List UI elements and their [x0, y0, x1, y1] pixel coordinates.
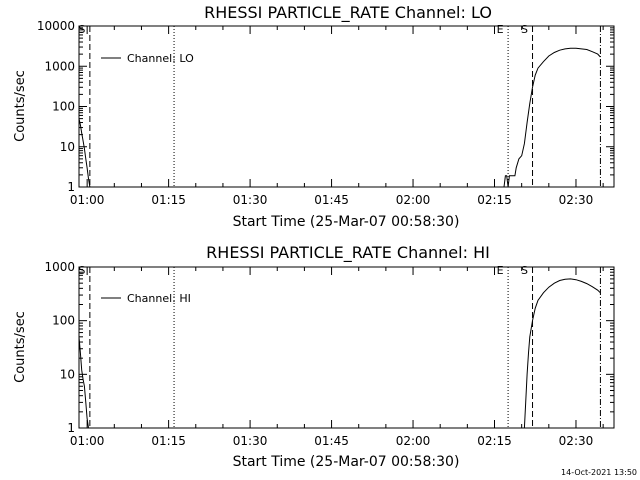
chart-panel-lo: RHESSI PARTICLE_RATE Channel: LO 1101001…: [13, 3, 615, 230]
x-tick-label: 02:30: [559, 193, 594, 207]
y-tick-label: 10000: [37, 19, 75, 33]
marker-label: E: [497, 264, 504, 277]
series-line: [503, 47, 601, 188]
y-ticks: 1 10 100 1000 10000: [37, 19, 614, 194]
series-lines: [78, 47, 601, 188]
legend-label: Channel: LO: [127, 52, 194, 65]
marker-label: E: [497, 23, 504, 36]
x-ticks: 01:00 01:15 01:30 01:45 02:00 02:15 02:30: [70, 267, 604, 448]
y-axis-label: Counts/sec: [13, 70, 28, 142]
plot-frame: [78, 266, 615, 429]
y-tick-label: 1000: [44, 59, 75, 73]
x-tick-label: 02:15: [477, 193, 512, 207]
y-tick-label: 10: [60, 140, 75, 154]
legend-label: Channel: HI: [127, 292, 191, 305]
y-tick-label: 100: [52, 100, 75, 114]
x-tick-label: 02:30: [559, 434, 594, 448]
marker-label: S: [521, 23, 528, 36]
series-line: [78, 118, 91, 188]
y-tick-label: 10: [60, 367, 75, 381]
x-axis-label: Start Time (25-Mar-07 00:58:30): [233, 454, 460, 470]
series-line: [523, 278, 601, 429]
x-tick-label: 01:30: [233, 434, 268, 448]
x-tick-label: 01:45: [314, 193, 349, 207]
chart-panel-hi: RHESSI PARTICLE_RATE Channel: HI 1101001…: [13, 243, 615, 470]
x-tick-label: 01:00: [70, 434, 105, 448]
x-tick-label: 01:00: [70, 193, 105, 207]
series-line: [78, 336, 89, 429]
footer-timestamp: 14-Oct-2021 13:50: [561, 468, 637, 477]
x-tick-label: 01:45: [314, 434, 349, 448]
y-ticks: 1 10 100 1000: [44, 260, 614, 435]
y-tick-label: 1: [67, 421, 75, 435]
marker-label: S: [78, 23, 85, 36]
marker-label: S: [78, 264, 85, 277]
chart-title: RHESSI PARTICLE_RATE Channel: LO: [204, 3, 492, 23]
x-tick-label: 02:15: [477, 434, 512, 448]
x-tick-label: 01:15: [151, 193, 186, 207]
chart-title: RHESSI PARTICLE_RATE Channel: HI: [206, 243, 490, 263]
y-tick-label: 100: [52, 314, 75, 328]
y-tick-label: 1000: [44, 260, 75, 274]
legend: Channel: LO: [101, 52, 194, 65]
y-tick-label: 1: [67, 180, 75, 194]
legend: Channel: HI: [101, 292, 191, 305]
marker-label: S: [521, 264, 528, 277]
x-tick-label: 01:30: [233, 193, 268, 207]
series-lines: [78, 278, 601, 429]
x-tick-label: 01:15: [151, 434, 186, 448]
x-ticks: 01:00 01:15 01:30 01:45 02:00 02:15 02:30: [70, 26, 604, 207]
y-axis-label: Counts/sec: [13, 311, 28, 383]
x-tick-label: 02:00: [396, 434, 431, 448]
x-axis-label: Start Time (25-Mar-07 00:58:30): [233, 214, 460, 230]
x-tick-label: 02:00: [396, 193, 431, 207]
